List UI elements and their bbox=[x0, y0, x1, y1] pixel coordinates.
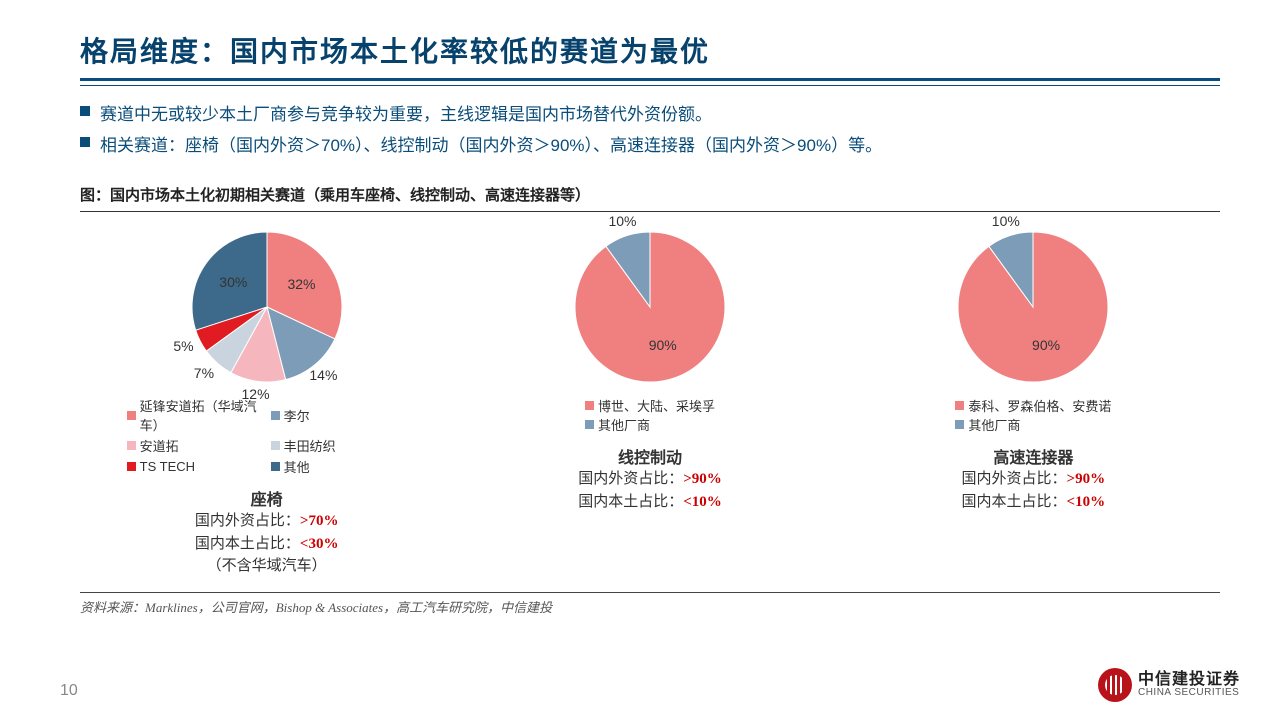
legend-label: 泰科、罗森伯格、安费诺 bbox=[968, 396, 1111, 415]
pie-slice-label: 12% bbox=[242, 386, 270, 402]
pie-slice-label: 5% bbox=[173, 338, 193, 354]
logo-text-cn: 中信建投证券 bbox=[1138, 672, 1240, 688]
title-rule-thin bbox=[80, 85, 1220, 86]
pie-slice-label: 32% bbox=[287, 276, 315, 292]
legend-item: 其他厂商 bbox=[585, 415, 650, 434]
chart-stats: 国内外资占比：>70%国内本土占比：<30%（不含华域汽车） bbox=[195, 510, 339, 578]
legend-item: 其他厂商 bbox=[955, 415, 1020, 434]
stat-line: 国内本土占比：<10% bbox=[578, 491, 722, 514]
chart-legend: 泰科、罗森伯格、安费诺其他厂商 bbox=[847, 396, 1220, 434]
page-number: 10 bbox=[60, 682, 78, 700]
chart-name: 座椅 bbox=[251, 486, 283, 510]
legend-label: 其他 bbox=[284, 457, 310, 476]
chart-stats: 国内外资占比：>90%国内本土占比：<10% bbox=[578, 468, 722, 513]
charts-row: 32%14%12%7%5%30%延锋安道拓（华域汽车）李尔安道拓丰田纺织TS T… bbox=[80, 222, 1220, 578]
stat-key: 国内本土占比： bbox=[578, 494, 683, 510]
bullet-icon bbox=[80, 137, 90, 147]
bullet-list: 赛道中无或较少本土厂商参与竞争较为重要，主线逻辑是国内市场替代外资份额。相关赛道… bbox=[80, 100, 1220, 156]
legend-label: 其他厂商 bbox=[598, 415, 650, 434]
logo-icon bbox=[1098, 668, 1132, 702]
stat-line: 国内本土占比：<10% bbox=[962, 491, 1106, 514]
chart-name: 高速连接器 bbox=[993, 444, 1073, 468]
legend-item: 安道拓 bbox=[127, 436, 263, 455]
legend-label: 李尔 bbox=[284, 406, 310, 425]
stat-line: 国内外资占比：>90% bbox=[962, 468, 1106, 491]
chart-name: 线控制动 bbox=[618, 444, 682, 468]
legend-swatch bbox=[585, 401, 594, 410]
stat-value: >90% bbox=[1067, 471, 1106, 487]
bullet-item: 赛道中无或较少本土厂商参与竞争较为重要，主线逻辑是国内市场替代外资份额。 bbox=[80, 100, 1220, 125]
legend-swatch bbox=[271, 441, 280, 450]
stat-value: <10% bbox=[683, 494, 722, 510]
stat-value: >90% bbox=[683, 471, 722, 487]
pie-wrap: 90%10% bbox=[918, 222, 1148, 392]
legend-swatch bbox=[271, 462, 280, 471]
pie-slice-label: 90% bbox=[1032, 337, 1060, 353]
stat-key: 国内外资占比： bbox=[962, 471, 1067, 487]
stat-key: 国内外资占比： bbox=[195, 513, 300, 529]
legend-label: 其他厂商 bbox=[968, 415, 1020, 434]
chart-stats: 国内外资占比：>90%国内本土占比：<10% bbox=[962, 468, 1106, 513]
bullet-text: 相关赛道：座椅（国内外资＞70%）、线控制动（国内外资＞90%）、高速连接器（国… bbox=[100, 131, 882, 156]
bullet-text: 赛道中无或较少本土厂商参与竞争较为重要，主线逻辑是国内市场替代外资份额。 bbox=[100, 100, 712, 125]
legend-swatch bbox=[127, 462, 136, 471]
stat-line: 国内本土占比：<30% bbox=[195, 533, 339, 556]
chart-column: 90%10%泰科、罗森伯格、安费诺其他厂商高速连接器国内外资占比：>90%国内本… bbox=[847, 222, 1220, 578]
chart-column: 90%10%博世、大陆、采埃孚其他厂商线控制动国内外资占比：>90%国内本土占比… bbox=[463, 222, 836, 578]
pie-chart bbox=[152, 222, 382, 392]
legend-item: 丰田纺织 bbox=[271, 436, 407, 455]
page-title: 格局维度：国内市场本土化率较低的赛道为最优 bbox=[80, 30, 1220, 70]
legend-swatch bbox=[955, 420, 964, 429]
figure-caption: 图：国内市场本土化初期相关赛道（乘用车座椅、线控制动、高速连接器等） bbox=[80, 184, 1220, 212]
legend-item: 泰科、罗森伯格、安费诺 bbox=[955, 396, 1111, 415]
pie-slice-label: 30% bbox=[219, 274, 247, 290]
legend-swatch bbox=[955, 401, 964, 410]
legend-item: 博世、大陆、采埃孚 bbox=[585, 396, 715, 415]
legend-label: 博世、大陆、采埃孚 bbox=[598, 396, 715, 415]
pie-slice-label: 90% bbox=[649, 337, 677, 353]
stat-key: 国内本土占比： bbox=[962, 494, 1067, 510]
pie-wrap: 90%10% bbox=[535, 222, 765, 392]
stat-value: >70% bbox=[300, 513, 339, 529]
legend-item: 李尔 bbox=[271, 396, 407, 434]
pie-slice-label: 7% bbox=[194, 365, 214, 381]
stat-value: <30% bbox=[300, 536, 339, 552]
legend-swatch bbox=[127, 441, 136, 450]
pie-chart bbox=[918, 222, 1148, 392]
chart-legend: 延锋安道拓（华域汽车）李尔安道拓丰田纺织TS TECH其他 bbox=[80, 396, 453, 476]
stat-key: 国内本土占比： bbox=[195, 536, 300, 552]
logo-text-en: CHINA SECURITIES bbox=[1138, 688, 1240, 698]
source-note: 资料来源：Marklines，公司官网，Bishop & Associates，… bbox=[80, 592, 1220, 616]
title-rule-thick bbox=[80, 78, 1220, 81]
legend-swatch bbox=[271, 411, 280, 420]
legend-item: TS TECH bbox=[127, 457, 263, 476]
pie-slice-label: 10% bbox=[608, 213, 636, 229]
brand-logo: 中信建投证券 CHINA SECURITIES bbox=[1098, 668, 1240, 702]
pie-slice-label: 14% bbox=[309, 367, 337, 383]
legend-swatch bbox=[127, 411, 136, 420]
stat-line: 国内外资占比：>90% bbox=[578, 468, 722, 491]
pie-slice-label: 10% bbox=[992, 213, 1020, 229]
legend-label: 安道拓 bbox=[140, 436, 179, 455]
chart-note: （不含华域汽车） bbox=[195, 555, 339, 578]
pie-chart bbox=[535, 222, 765, 392]
stat-line: 国内外资占比：>70% bbox=[195, 510, 339, 533]
stat-key: 国内外资占比： bbox=[578, 471, 683, 487]
bullet-icon bbox=[80, 106, 90, 116]
chart-column: 32%14%12%7%5%30%延锋安道拓（华域汽车）李尔安道拓丰田纺织TS T… bbox=[80, 222, 453, 578]
legend-label: 丰田纺织 bbox=[284, 436, 336, 455]
bullet-item: 相关赛道：座椅（国内外资＞70%）、线控制动（国内外资＞90%）、高速连接器（国… bbox=[80, 131, 1220, 156]
pie-wrap: 32%14%12%7%5%30% bbox=[152, 222, 382, 392]
legend-swatch bbox=[585, 420, 594, 429]
chart-legend: 博世、大陆、采埃孚其他厂商 bbox=[463, 396, 836, 434]
legend-label: TS TECH bbox=[140, 459, 195, 474]
stat-value: <10% bbox=[1067, 494, 1106, 510]
legend-item: 其他 bbox=[271, 457, 407, 476]
